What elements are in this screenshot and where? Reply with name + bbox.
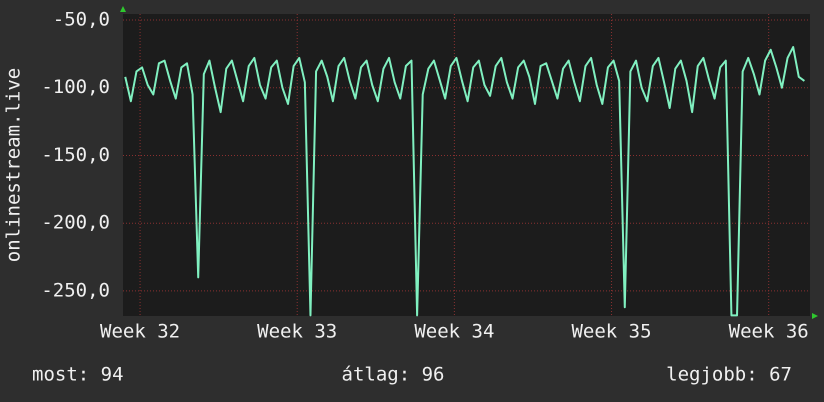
x-tick-label: Week 34 [414,321,494,343]
x-tick-label: Week 35 [571,321,651,343]
axis-arrow [120,6,126,12]
x-tick-label: Week 32 [100,321,180,343]
stat-current: most: 94 [32,364,124,386]
y-axis-label: onlinestream.live [3,68,25,262]
axis-arrow [812,313,818,319]
plot-area [123,14,810,316]
data-line [124,46,805,317]
y-tick-label: -150,0 [41,144,110,166]
y-tick-label: -100,0 [41,76,110,98]
stat-best: legjobb: 67 [666,364,792,386]
x-tick-label: Week 33 [257,321,337,343]
y-tick-label: -200,0 [41,212,110,234]
x-tick-label: Week 36 [729,321,809,343]
y-tick-label: -50,0 [53,8,110,30]
y-tick-label: -250,0 [41,279,110,301]
stat-average: átlag: 96 [342,364,445,386]
